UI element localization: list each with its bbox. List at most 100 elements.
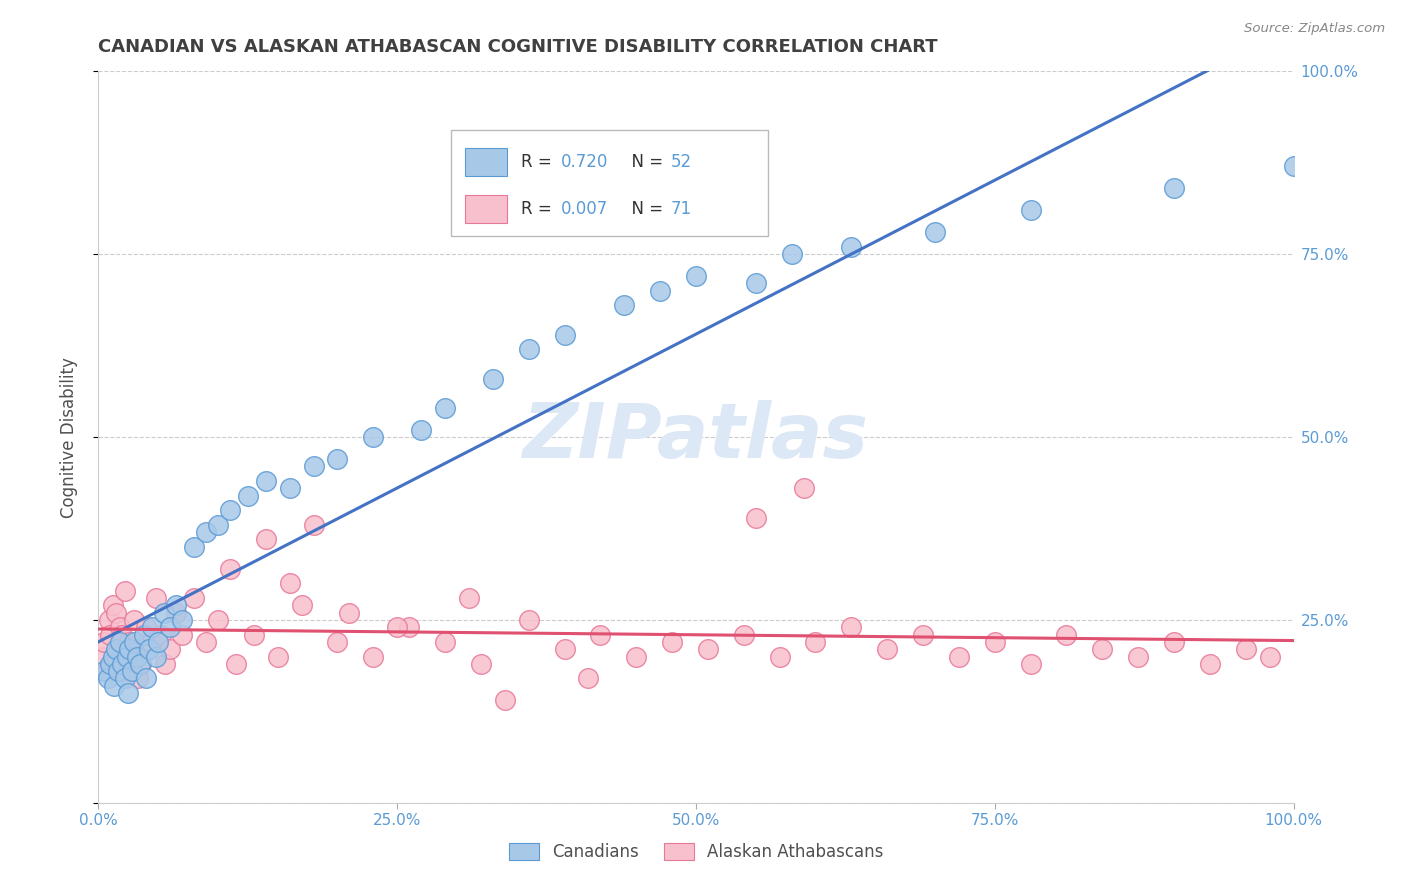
Point: [841, 620, 863, 634]
FancyBboxPatch shape: [465, 148, 508, 176]
Point: [626, 649, 648, 664]
Point: [924, 225, 946, 239]
Point: [243, 627, 266, 641]
Point: [114, 583, 136, 598]
Point: [1091, 642, 1114, 657]
Point: [103, 657, 125, 671]
Point: [339, 606, 361, 620]
Point: [1282, 160, 1305, 174]
Point: [148, 635, 170, 649]
Point: [165, 599, 187, 613]
Point: [804, 635, 827, 649]
Point: [434, 401, 457, 415]
Point: [1163, 181, 1185, 195]
Point: [363, 649, 385, 664]
Point: [661, 635, 683, 649]
Text: N =: N =: [620, 153, 668, 171]
Text: 0.720: 0.720: [561, 153, 609, 171]
Point: [118, 635, 141, 649]
Point: [1019, 657, 1042, 671]
Point: [517, 343, 540, 357]
Point: [733, 627, 755, 641]
Point: [613, 298, 636, 312]
Point: [172, 613, 194, 627]
Point: [219, 562, 242, 576]
Point: [153, 606, 176, 620]
Point: [118, 642, 141, 657]
Point: [93, 635, 115, 649]
Point: [141, 620, 163, 634]
Text: 52: 52: [671, 153, 692, 171]
Point: [911, 627, 934, 641]
Point: [117, 686, 139, 700]
Point: [183, 540, 205, 554]
Point: [1128, 649, 1150, 664]
Point: [1163, 635, 1185, 649]
Point: [124, 635, 146, 649]
Point: [97, 672, 120, 686]
Point: [302, 459, 325, 474]
Point: [127, 672, 149, 686]
Point: [131, 657, 153, 671]
Point: [291, 599, 314, 613]
Point: [96, 664, 118, 678]
Point: [135, 672, 157, 686]
Text: Source: ZipAtlas.com: Source: ZipAtlas.com: [1244, 22, 1385, 36]
Point: [554, 642, 576, 657]
Point: [98, 613, 121, 627]
Point: [121, 649, 143, 664]
Point: [121, 664, 143, 678]
Point: [1234, 642, 1257, 657]
Point: [124, 613, 146, 627]
Point: [363, 430, 385, 444]
Point: [155, 657, 177, 671]
Point: [458, 591, 481, 605]
Text: 71: 71: [671, 200, 692, 218]
Text: N =: N =: [620, 200, 668, 218]
Point: [165, 606, 187, 620]
Point: [685, 269, 707, 284]
Point: [398, 620, 420, 634]
Point: [236, 489, 259, 503]
FancyBboxPatch shape: [465, 195, 508, 223]
Point: [195, 525, 218, 540]
Point: [207, 517, 229, 532]
Point: [589, 627, 612, 641]
Point: [115, 664, 138, 678]
Point: [114, 672, 136, 686]
Point: [183, 591, 205, 605]
Point: [103, 679, 125, 693]
Point: [105, 642, 128, 657]
Point: [111, 657, 134, 671]
Point: [876, 642, 898, 657]
Point: [107, 664, 129, 678]
Point: [159, 642, 181, 657]
Point: [302, 517, 325, 532]
Point: [254, 474, 277, 488]
Point: [648, 284, 672, 298]
Text: CANADIAN VS ALASKAN ATHABASCAN COGNITIVE DISABILITY CORRELATION CHART: CANADIAN VS ALASKAN ATHABASCAN COGNITIVE…: [98, 38, 938, 56]
Point: [132, 627, 155, 641]
Point: [125, 649, 148, 664]
Text: R =: R =: [522, 153, 558, 171]
Point: [207, 613, 229, 627]
Point: [434, 635, 457, 649]
Point: [91, 649, 114, 664]
Point: [219, 503, 242, 517]
Point: [1199, 657, 1222, 671]
Point: [138, 642, 160, 657]
Point: [145, 649, 167, 664]
Point: [278, 576, 301, 591]
Point: [101, 599, 124, 613]
Text: 0.007: 0.007: [561, 200, 609, 218]
Point: [481, 371, 505, 385]
Point: [984, 635, 1007, 649]
Point: [1258, 649, 1281, 664]
Text: R =: R =: [522, 200, 558, 218]
Point: [1019, 203, 1042, 218]
Point: [172, 627, 194, 641]
Point: [385, 620, 409, 634]
Point: [115, 649, 138, 664]
Point: [697, 642, 720, 657]
Point: [517, 613, 540, 627]
